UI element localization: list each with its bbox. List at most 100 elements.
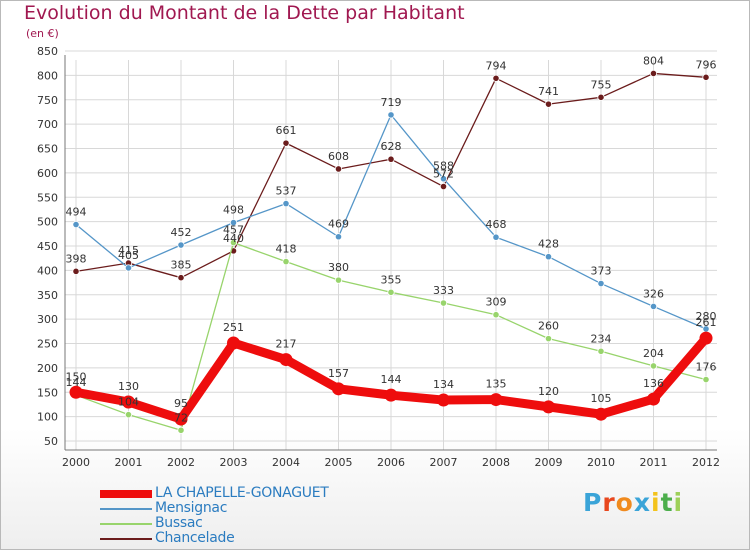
- data-point: [649, 69, 658, 78]
- data-point: [282, 257, 290, 266]
- data-label: 385: [171, 259, 192, 272]
- x-tick-label: 2008: [482, 456, 510, 469]
- data-point: [544, 335, 553, 343]
- legend-swatch: [100, 523, 152, 525]
- data-label: 150: [66, 370, 87, 383]
- data-point: [332, 382, 345, 396]
- data-label: 95: [174, 397, 188, 410]
- data-label: 72: [174, 411, 188, 424]
- y-tick-label: 600: [37, 167, 58, 180]
- data-point: [387, 288, 395, 296]
- y-tick-label: 250: [37, 338, 58, 351]
- data-label: 280: [696, 310, 717, 323]
- data-point: [69, 385, 83, 399]
- data-label: 234: [591, 332, 612, 345]
- data-label: 428: [538, 238, 559, 251]
- data-point: [334, 276, 343, 284]
- data-label: 326: [643, 287, 664, 300]
- legend-label: Chancelade: [155, 530, 235, 546]
- data-point: [649, 302, 658, 311]
- data-label: 588: [433, 160, 454, 173]
- data-point: [649, 362, 658, 370]
- data-label: 494: [66, 206, 87, 219]
- x-tick-label: 2010: [587, 456, 615, 469]
- logo-letter: i: [673, 488, 684, 517]
- x-tick-label: 2003: [220, 456, 248, 469]
- legend-swatch: [100, 508, 152, 510]
- y-tick-label: 50: [44, 435, 58, 448]
- series-layer: [69, 69, 713, 434]
- x-tick-label: 2011: [640, 456, 668, 469]
- data-label: 405: [118, 249, 139, 262]
- data-point: [334, 165, 343, 173]
- data-point: [282, 139, 290, 147]
- data-point: [544, 253, 553, 261]
- data-label: 628: [381, 140, 402, 153]
- data-label: 130: [118, 380, 139, 393]
- logo-letter: x: [633, 488, 651, 517]
- data-point: [437, 393, 450, 407]
- y-tick-label: 450: [37, 240, 58, 253]
- data-point: [72, 267, 80, 275]
- data-point: [647, 392, 660, 406]
- x-tick-label: 2009: [535, 456, 563, 469]
- data-label: 398: [66, 252, 87, 265]
- data-label: 217: [276, 338, 297, 351]
- y-tick-label: 750: [37, 94, 58, 107]
- x-tick-label: 2006: [377, 456, 405, 469]
- data-label: 380: [328, 261, 349, 274]
- data-point: [492, 74, 500, 82]
- y-tick-label: 500: [37, 216, 58, 229]
- data-label: 572: [433, 168, 454, 181]
- y-tick-label: 800: [37, 69, 58, 82]
- y-tick-label: 150: [37, 386, 58, 399]
- data-point: [439, 175, 448, 183]
- data-point: [492, 311, 500, 319]
- data-point: [492, 233, 500, 241]
- data-label: 741: [538, 85, 559, 98]
- y-tick-label: 400: [37, 264, 58, 277]
- data-point: [177, 426, 185, 434]
- data-label: 251: [223, 321, 244, 334]
- data-label: 440: [223, 232, 244, 245]
- data-point: [544, 100, 553, 108]
- data-label: 204: [643, 347, 664, 360]
- proxiti-logo: Proxiti: [583, 488, 683, 517]
- data-label: 157: [328, 367, 349, 380]
- x-tick-label: 2001: [115, 456, 143, 469]
- data-point: [594, 407, 608, 421]
- y-tick-label: 350: [37, 289, 58, 302]
- data-point: [227, 336, 240, 350]
- data-point: [72, 220, 80, 229]
- data-point: [384, 388, 398, 402]
- x-tick-label: 2000: [62, 456, 90, 469]
- y-tick-label: 650: [37, 143, 58, 156]
- data-point: [177, 274, 185, 282]
- data-point: [334, 233, 343, 241]
- data-point: [489, 393, 503, 407]
- x-tick-label: 2007: [430, 456, 458, 469]
- data-label: 144: [381, 373, 402, 386]
- data-point: [229, 219, 238, 227]
- data-point: [699, 331, 713, 345]
- data-point: [174, 412, 188, 426]
- data-label: 333: [433, 284, 454, 297]
- data-label: 498: [223, 204, 244, 217]
- data-label: 804: [643, 54, 664, 67]
- data-labels-layer: 398 415 385 440 661 608 628 572 794 741 755 804 796 1…: [66, 54, 717, 424]
- data-point: [387, 155, 395, 163]
- data-point: [439, 182, 448, 191]
- data-point: [702, 375, 710, 384]
- data-point: [597, 347, 605, 355]
- data-label: 144: [66, 376, 87, 389]
- y-tick-label: 550: [37, 191, 58, 204]
- data-label: 794: [486, 59, 507, 72]
- data-label: 469: [328, 218, 349, 231]
- data-label: 260: [538, 320, 559, 333]
- legend-label: Bussac: [155, 515, 203, 531]
- data-point: [597, 93, 605, 101]
- data-point: [282, 199, 290, 208]
- legend-label: LA CHAPELLE-GONAGUET: [155, 485, 329, 501]
- data-point: [542, 400, 555, 414]
- data-label: 452: [171, 226, 192, 239]
